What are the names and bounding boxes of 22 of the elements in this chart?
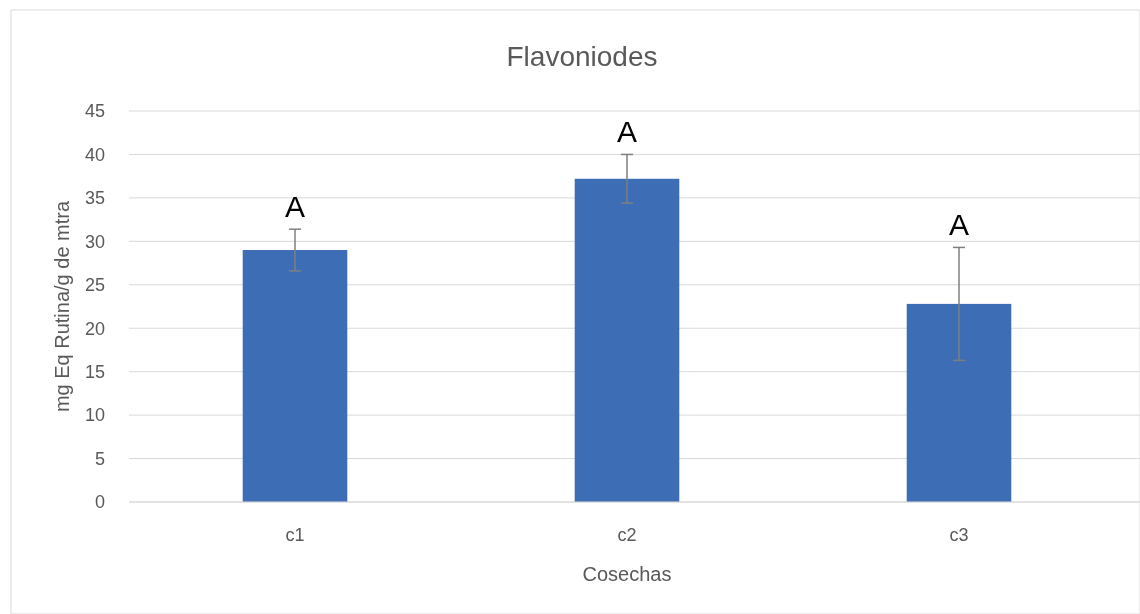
y-tick-label: 0 [94,492,105,513]
y-tick-label: 10 [84,405,105,426]
y-axis-title: mg Eq Rutina/g de mtra [51,200,73,413]
x-axis-title: Cosechas [582,563,672,585]
annotation: A [948,208,970,242]
x-tick-label: c1 [285,525,305,545]
y-tick-label: 5 [94,448,105,469]
y-tick-label: 35 [84,188,105,209]
chart-title: Flavoniodes [506,41,658,72]
x-tick-label: c3 [949,525,969,545]
y-tick-label: 45 [84,101,105,122]
y-tick-label: 40 [84,144,105,165]
annotation: A [284,190,306,224]
bar [906,303,1012,502]
bar [242,250,348,502]
x-tick-label: c2 [617,525,637,545]
y-tick-label: 30 [84,231,105,252]
y-tick-label: 15 [84,361,105,382]
y-tick-label: 25 [84,275,105,296]
y-tick-label: 20 [84,318,105,339]
bar [574,178,680,502]
annotation: A [616,115,638,149]
